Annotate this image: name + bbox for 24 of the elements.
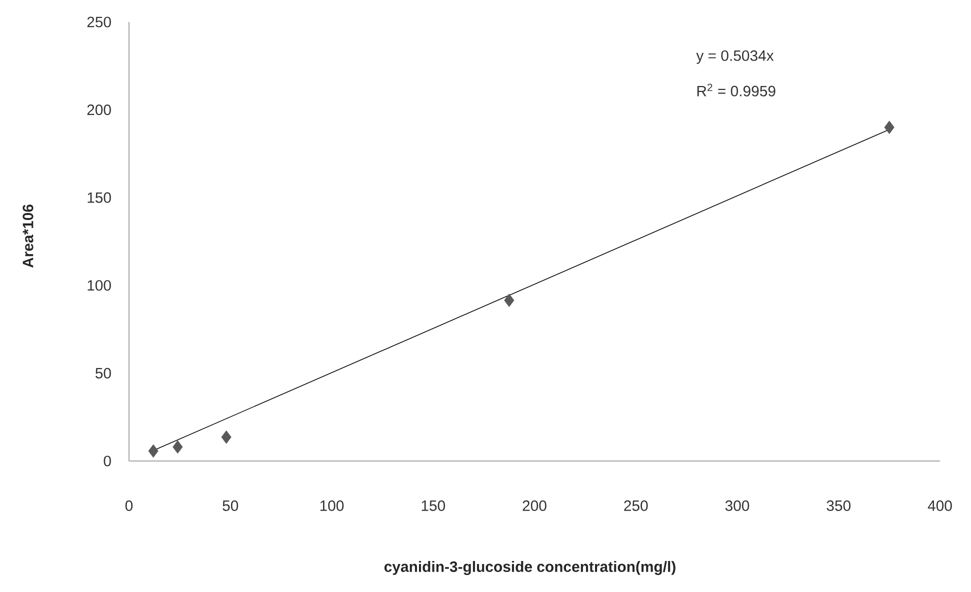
x-tick-label: 250 <box>624 500 648 511</box>
x-tick-label: 100 <box>320 500 344 511</box>
x-tick-label: 200 <box>522 500 546 511</box>
point <box>148 444 158 458</box>
point <box>884 120 894 134</box>
point <box>221 430 232 444</box>
x-tick-label: 50 <box>222 500 238 511</box>
x-tick-label: 400 <box>928 500 952 511</box>
x-tick-label: 300 <box>725 500 750 511</box>
annotation: y = 0.5034x <box>696 50 774 64</box>
y-axis-title: Area*106 <box>22 204 34 268</box>
x-tick-label: 350 <box>826 500 851 511</box>
point <box>172 440 183 454</box>
y-tick-label: 200 <box>87 104 111 116</box>
y-tick-label: 100 <box>88 280 111 291</box>
y-tick-label: 0 <box>104 456 111 466</box>
y-tick-label: 150 <box>88 192 111 203</box>
x-tick-label: 0 <box>125 500 133 511</box>
annotation: R$^{2}$ = 0.9959 <box>697 84 776 96</box>
y-tick-label: 250 <box>87 16 111 28</box>
point <box>504 294 514 307</box>
x-axis-title: cyanidin-3-glucoside concentration(mg/l) <box>384 561 676 576</box>
x-tick-label: 150 <box>422 500 445 511</box>
y-tick-label: 50 <box>96 368 111 378</box>
